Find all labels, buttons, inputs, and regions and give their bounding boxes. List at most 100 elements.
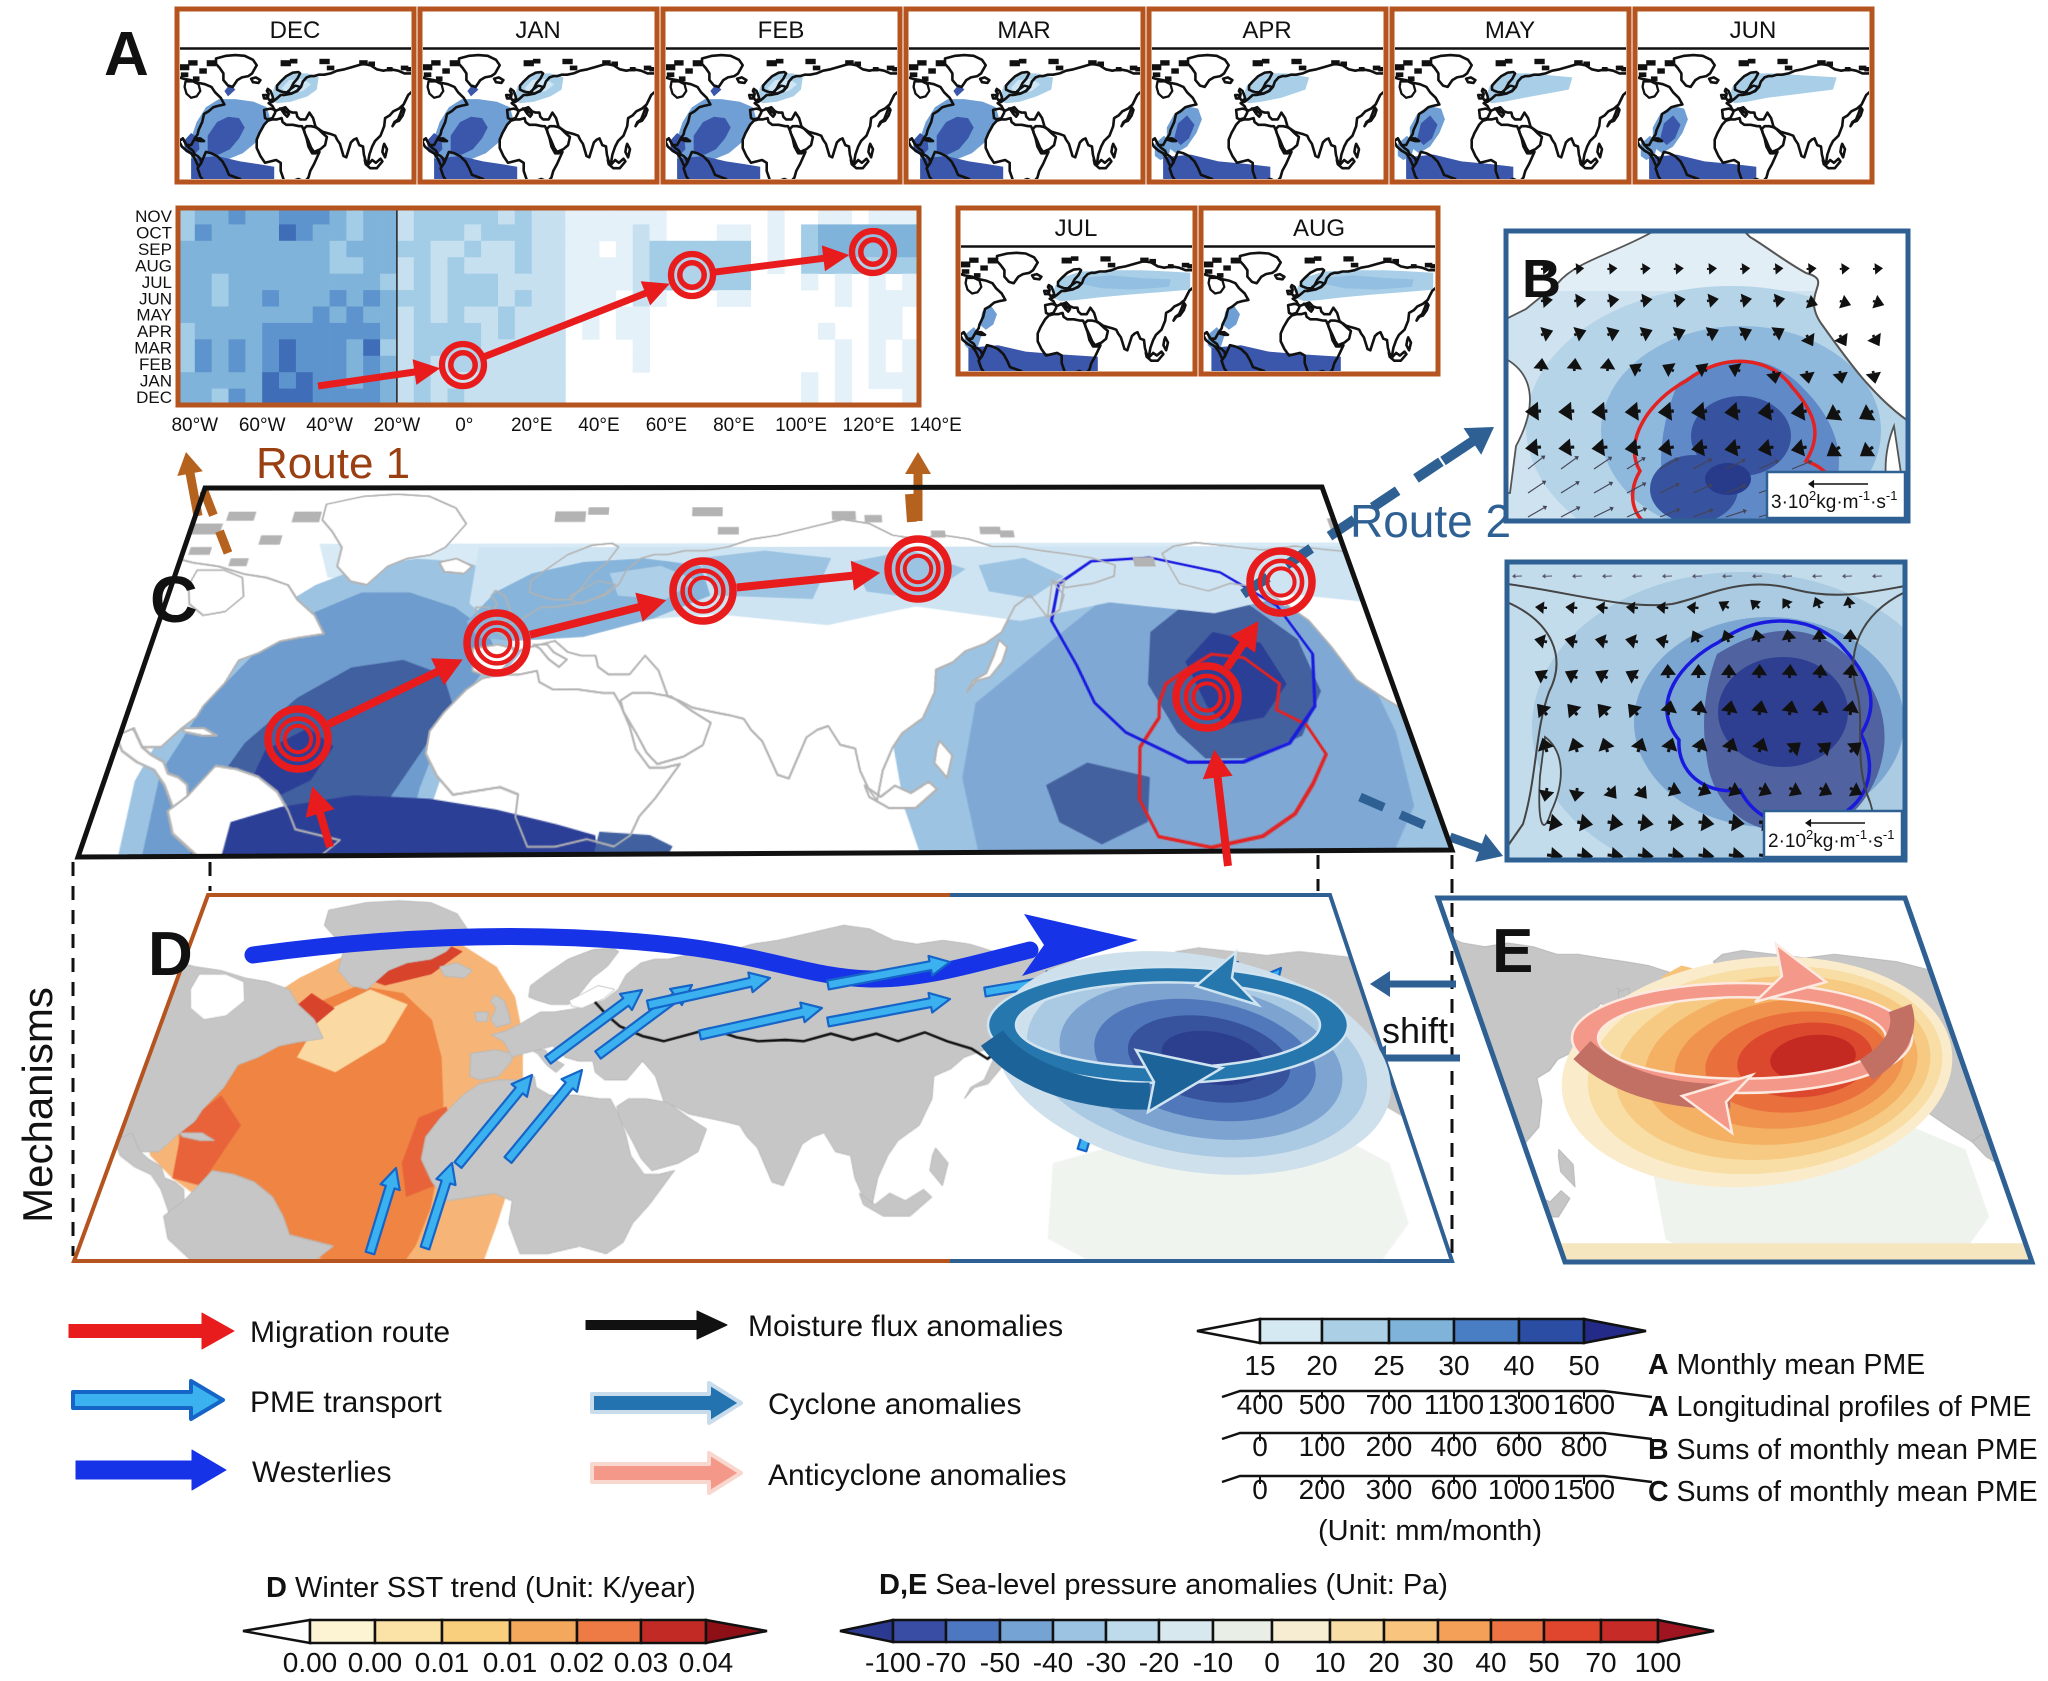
svg-text:0: 0 [1264, 1647, 1280, 1678]
svg-text:1300: 1300 [1488, 1389, 1550, 1420]
svg-text:100: 100 [1635, 1647, 1682, 1678]
svg-text:D,E Sea-level pressure anomali: D,E Sea-level pressure anomalies (Unit: … [879, 1569, 1448, 1601]
svg-text:80°W: 80°W [171, 415, 218, 436]
svg-text:10: 10 [1314, 1647, 1345, 1678]
svg-text:800: 800 [1561, 1431, 1608, 1462]
svg-text:DEC: DEC [270, 17, 321, 44]
svg-text:-70: -70 [926, 1647, 966, 1678]
svg-text:JUN: JUN [139, 289, 172, 308]
svg-text:-10: -10 [1193, 1647, 1233, 1678]
svg-text:-50: -50 [980, 1647, 1020, 1678]
svg-text:25: 25 [1373, 1350, 1404, 1381]
svg-text:B: B [1522, 249, 1561, 309]
svg-text:AUG: AUG [1293, 215, 1345, 242]
svg-text:OCT: OCT [136, 224, 172, 243]
svg-text:0.01: 0.01 [415, 1647, 470, 1678]
svg-text:200: 200 [1299, 1474, 1346, 1505]
svg-text:A: A [104, 20, 149, 89]
svg-text:A Longitudinal profiles of PME: A Longitudinal profiles of PME [1648, 1391, 2031, 1423]
svg-text:600: 600 [1431, 1474, 1478, 1505]
svg-text:15: 15 [1244, 1350, 1275, 1381]
svg-text:20: 20 [1306, 1350, 1337, 1381]
svg-text:20°W: 20°W [374, 415, 421, 436]
svg-text:2·102kg·m-1·s-1: 2·102kg·m-1·s-1 [1768, 827, 1894, 852]
svg-text:NOV: NOV [135, 207, 173, 226]
svg-text:JAN: JAN [515, 17, 560, 44]
svg-text:-20: -20 [1139, 1647, 1179, 1678]
svg-text:70: 70 [1585, 1647, 1616, 1678]
svg-text:JUN: JUN [1730, 17, 1777, 44]
svg-text:JUL: JUL [1055, 215, 1098, 242]
svg-text:Migration route: Migration route [250, 1316, 450, 1349]
svg-text:Route 1: Route 1 [256, 439, 410, 488]
svg-text:1500: 1500 [1553, 1474, 1615, 1505]
svg-text:MAY: MAY [136, 306, 172, 325]
svg-text:Westerlies: Westerlies [252, 1456, 391, 1489]
svg-text:40°W: 40°W [306, 415, 353, 436]
svg-text:600: 600 [1496, 1431, 1543, 1462]
svg-text:APR: APR [1242, 17, 1291, 44]
svg-text:0°: 0° [455, 415, 473, 436]
svg-text:0.04: 0.04 [679, 1647, 734, 1678]
svg-text:D Winter SST trend (Unit: K/ye: D Winter SST trend (Unit: K/year) [266, 1572, 696, 1604]
svg-text:FEB: FEB [139, 355, 172, 374]
svg-text:1100: 1100 [1424, 1389, 1484, 1420]
svg-text:0.00: 0.00 [348, 1647, 403, 1678]
svg-text:DEC: DEC [136, 388, 172, 407]
svg-text:40°E: 40°E [578, 415, 619, 436]
svg-text:0.00: 0.00 [283, 1647, 338, 1678]
svg-text:700: 700 [1366, 1389, 1413, 1420]
svg-text:100°E: 100°E [775, 415, 827, 436]
svg-text:Mechanisms: Mechanisms [14, 987, 61, 1223]
svg-text:D: D [148, 920, 193, 989]
svg-text:20°E: 20°E [511, 415, 552, 436]
svg-text:AUG: AUG [135, 257, 172, 276]
svg-text:100: 100 [1299, 1431, 1346, 1462]
svg-text:A Monthly mean PME: A Monthly mean PME [1648, 1349, 1925, 1381]
svg-text:Anticyclone anomalies: Anticyclone anomalies [768, 1459, 1067, 1492]
svg-text:30: 30 [1422, 1647, 1453, 1678]
svg-text:60°E: 60°E [646, 415, 687, 436]
svg-text:-30: -30 [1086, 1647, 1126, 1678]
svg-text:FEB: FEB [758, 17, 805, 44]
svg-text:B Sums of monthly mean PME: B Sums of monthly mean PME [1648, 1434, 2038, 1466]
svg-text:500: 500 [1299, 1389, 1346, 1420]
svg-text:1600: 1600 [1553, 1389, 1615, 1420]
svg-text:200: 200 [1366, 1431, 1413, 1462]
svg-text:Moisture flux anomalies: Moisture flux anomalies [748, 1310, 1063, 1343]
svg-text:0.01: 0.01 [483, 1647, 538, 1678]
svg-text:140°E: 140°E [910, 415, 962, 436]
svg-text:-40: -40 [1033, 1647, 1073, 1678]
svg-text:0: 0 [1252, 1431, 1268, 1462]
svg-text:400: 400 [1431, 1431, 1478, 1462]
svg-text:0: 0 [1252, 1474, 1268, 1505]
svg-text:-100: -100 [865, 1647, 921, 1678]
svg-text:E: E [1492, 917, 1533, 986]
svg-text:MAR: MAR [134, 339, 172, 358]
svg-text:1000: 1000 [1488, 1474, 1550, 1505]
svg-text:0.02: 0.02 [550, 1647, 605, 1678]
svg-text:MAY: MAY [1485, 17, 1535, 44]
svg-text:3·102kg·m-1·s-1: 3·102kg·m-1·s-1 [1771, 488, 1897, 513]
svg-text:SEP: SEP [138, 240, 172, 259]
svg-text:400: 400 [1237, 1389, 1284, 1420]
svg-text:C: C [150, 562, 198, 636]
svg-text:Cyclone anomalies: Cyclone anomalies [768, 1388, 1021, 1421]
svg-text:JUL: JUL [142, 273, 172, 292]
svg-text:shift: shift [1382, 1010, 1448, 1051]
svg-text:20: 20 [1368, 1647, 1399, 1678]
svg-text:80°E: 80°E [713, 415, 754, 436]
svg-text:120°E: 120°E [843, 415, 895, 436]
svg-text:0.03: 0.03 [614, 1647, 669, 1678]
svg-text:50: 50 [1568, 1350, 1599, 1381]
svg-text:300: 300 [1366, 1474, 1413, 1505]
svg-text:PME transport: PME transport [250, 1386, 442, 1419]
svg-text:MAR: MAR [997, 17, 1050, 44]
svg-text:40: 40 [1503, 1350, 1534, 1381]
svg-text:(Unit: mm/month): (Unit: mm/month) [1318, 1515, 1542, 1547]
svg-text:60°W: 60°W [239, 415, 286, 436]
svg-text:JAN: JAN [140, 371, 172, 390]
svg-text:C Sums of monthly mean PME: C Sums of monthly mean PME [1648, 1476, 2038, 1508]
svg-text:30: 30 [1438, 1350, 1469, 1381]
svg-text:40: 40 [1475, 1647, 1506, 1678]
